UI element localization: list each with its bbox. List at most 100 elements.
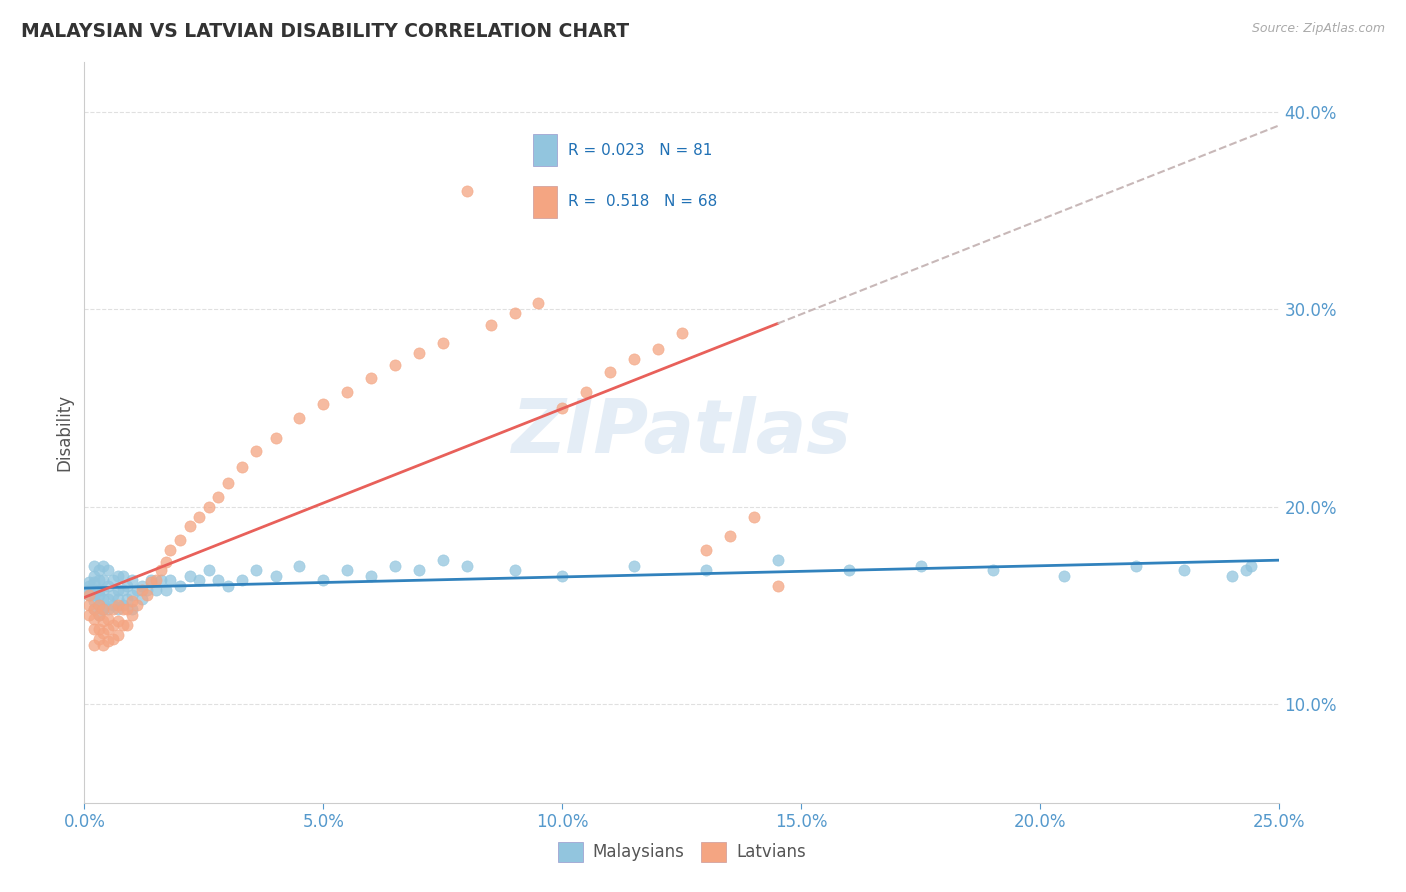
Point <box>231 573 253 587</box>
Point <box>838 563 860 577</box>
Point <box>107 582 129 597</box>
Point <box>145 573 167 587</box>
Point <box>145 582 167 597</box>
Point <box>432 553 454 567</box>
Point <box>87 599 110 613</box>
Point <box>360 568 382 582</box>
Point <box>101 573 124 587</box>
Point <box>336 385 359 400</box>
Point <box>87 608 110 623</box>
Point <box>83 558 105 573</box>
Point <box>77 582 100 597</box>
Point <box>456 558 478 573</box>
Point <box>93 614 115 628</box>
Point <box>742 509 765 524</box>
Point <box>179 519 201 533</box>
Point <box>111 599 134 613</box>
Point <box>121 594 143 608</box>
Point <box>125 582 148 597</box>
Point <box>83 612 105 626</box>
Legend: Malaysians, Latvians: Malaysians, Latvians <box>551 835 813 869</box>
Point <box>131 579 153 593</box>
Point <box>83 568 105 582</box>
Point <box>135 582 157 597</box>
Point <box>131 592 153 607</box>
Point <box>93 602 115 616</box>
Point <box>141 574 163 589</box>
Text: R =  0.518   N = 68: R = 0.518 N = 68 <box>568 194 717 210</box>
Point <box>910 558 932 573</box>
Point <box>217 579 239 593</box>
Point <box>155 582 177 597</box>
Point <box>551 568 574 582</box>
Text: R = 0.023   N = 81: R = 0.023 N = 81 <box>568 143 713 158</box>
Point <box>1125 558 1147 573</box>
Point <box>121 608 143 623</box>
Point <box>207 490 229 504</box>
Point <box>188 509 211 524</box>
Point <box>623 558 645 573</box>
Point <box>87 632 110 646</box>
Point <box>87 608 110 623</box>
Point <box>87 563 110 577</box>
Point <box>155 555 177 569</box>
Point <box>432 335 454 350</box>
Point <box>101 618 124 632</box>
Point <box>83 574 105 589</box>
Point <box>87 599 110 613</box>
Point <box>718 529 741 543</box>
Point <box>1240 558 1263 573</box>
Point <box>245 563 267 577</box>
Text: MALAYSIAN VS LATVIAN DISABILITY CORRELATION CHART: MALAYSIAN VS LATVIAN DISABILITY CORRELAT… <box>21 22 630 41</box>
Point <box>647 342 669 356</box>
Point <box>288 410 311 425</box>
Point <box>125 599 148 613</box>
Point <box>408 345 430 359</box>
Text: Source: ZipAtlas.com: Source: ZipAtlas.com <box>1251 22 1385 36</box>
Point <box>264 568 287 582</box>
Point <box>288 558 311 573</box>
Point <box>97 622 120 636</box>
Point <box>77 574 100 589</box>
Point <box>599 365 621 379</box>
Point <box>107 614 129 628</box>
Point <box>766 553 789 567</box>
Point <box>97 563 120 577</box>
Text: ZIPatlas: ZIPatlas <box>512 396 852 469</box>
Point <box>83 602 105 616</box>
Point <box>101 589 124 603</box>
Point <box>97 592 120 607</box>
Point <box>93 626 115 640</box>
Point <box>93 602 115 616</box>
Point <box>1234 563 1257 577</box>
Point <box>101 602 124 616</box>
Point <box>456 184 478 198</box>
Point <box>207 573 229 587</box>
Point <box>111 582 134 597</box>
Point <box>87 589 110 603</box>
Point <box>111 602 134 616</box>
Point <box>575 385 598 400</box>
Point <box>1173 563 1195 577</box>
Point <box>121 602 143 616</box>
Point <box>83 589 105 603</box>
Point <box>117 602 139 616</box>
Point <box>117 592 139 607</box>
Point <box>121 589 143 603</box>
Y-axis label: Disability: Disability <box>55 394 73 471</box>
Point <box>87 622 110 636</box>
Point <box>83 602 105 616</box>
Point <box>766 579 789 593</box>
Point <box>111 618 134 632</box>
Point <box>623 351 645 366</box>
Point <box>93 638 115 652</box>
Point <box>83 582 105 597</box>
Point <box>87 573 110 587</box>
Point <box>107 628 129 642</box>
Point <box>77 589 100 603</box>
Point <box>981 563 1004 577</box>
Point <box>97 579 120 593</box>
Point <box>101 632 124 646</box>
Point <box>197 563 219 577</box>
Point <box>149 563 172 577</box>
